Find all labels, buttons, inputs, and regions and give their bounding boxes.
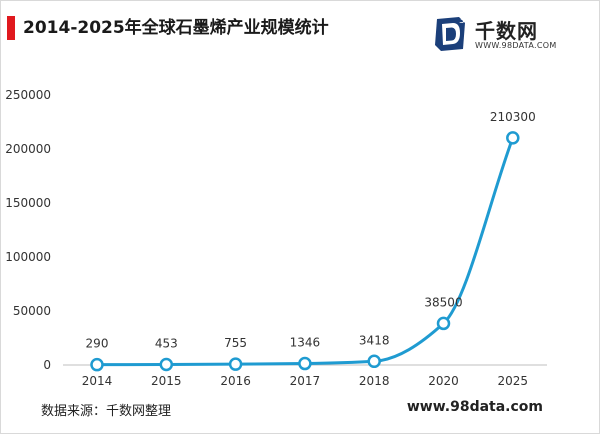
- data-point-2020: [436, 316, 451, 331]
- title-accent-bar: [7, 16, 15, 40]
- x-tick-label: 2015: [151, 374, 182, 388]
- data-point-2014: [90, 357, 104, 372]
- y-tick-label: 150000: [5, 196, 51, 210]
- x-tick-label: 2025: [498, 374, 529, 388]
- logo-url: WWW.98DATA.COM: [475, 41, 557, 50]
- logo-mark-text: 3: [459, 16, 465, 26]
- logo-mark-icon: 3: [435, 16, 465, 51]
- data-point-2015: [159, 357, 174, 372]
- y-tick-label: 100000: [5, 250, 51, 264]
- line-chart: 0 50000 100000 150000 200000 250000 2014 2015 2…: [5, 88, 547, 388]
- logo-name: 千数网: [475, 19, 538, 43]
- x-tick-label: 2020: [428, 374, 459, 388]
- y-tick-label: 250000: [5, 88, 51, 102]
- y-tick-label: 50000: [13, 304, 51, 318]
- data-point-2017: [298, 356, 312, 371]
- data-point-2018: [367, 354, 381, 369]
- data-label-2020: 38500: [424, 295, 462, 309]
- data-label-2014: 290: [86, 337, 109, 351]
- brand-logo: 3 千数网 WWW.98DATA.COM: [433, 13, 593, 59]
- chart-title: 2014-2025年全球石墨烯产业规模统计: [23, 18, 329, 38]
- data-label-2015: 453: [155, 337, 178, 351]
- data-label-2016: 755: [224, 336, 247, 350]
- x-tick-label: 2018: [359, 374, 390, 388]
- x-tick-label: 2016: [220, 374, 251, 388]
- site-url: www.98data.com: [406, 399, 543, 415]
- data-labels: 290 453 755 1346 3418 38500 210300: [86, 110, 536, 351]
- data-label-2025: 210300: [490, 110, 536, 124]
- series-line: [96, 137, 515, 367]
- data-label-2017: 1346: [290, 336, 321, 350]
- data-source: 数据来源：千数网整理: [41, 404, 172, 419]
- data-markers: [90, 131, 520, 372]
- y-tick-label: 200000: [5, 142, 51, 156]
- x-tick-label: 2017: [290, 374, 321, 388]
- y-tick-label: 0: [43, 358, 51, 372]
- x-tick-label: 2014: [82, 374, 113, 388]
- y-axis: 0 50000 100000 150000 200000 250000: [5, 88, 51, 372]
- data-point-2025: [506, 131, 520, 145]
- data-label-2018: 3418: [359, 333, 390, 347]
- data-point-2016: [228, 357, 243, 371]
